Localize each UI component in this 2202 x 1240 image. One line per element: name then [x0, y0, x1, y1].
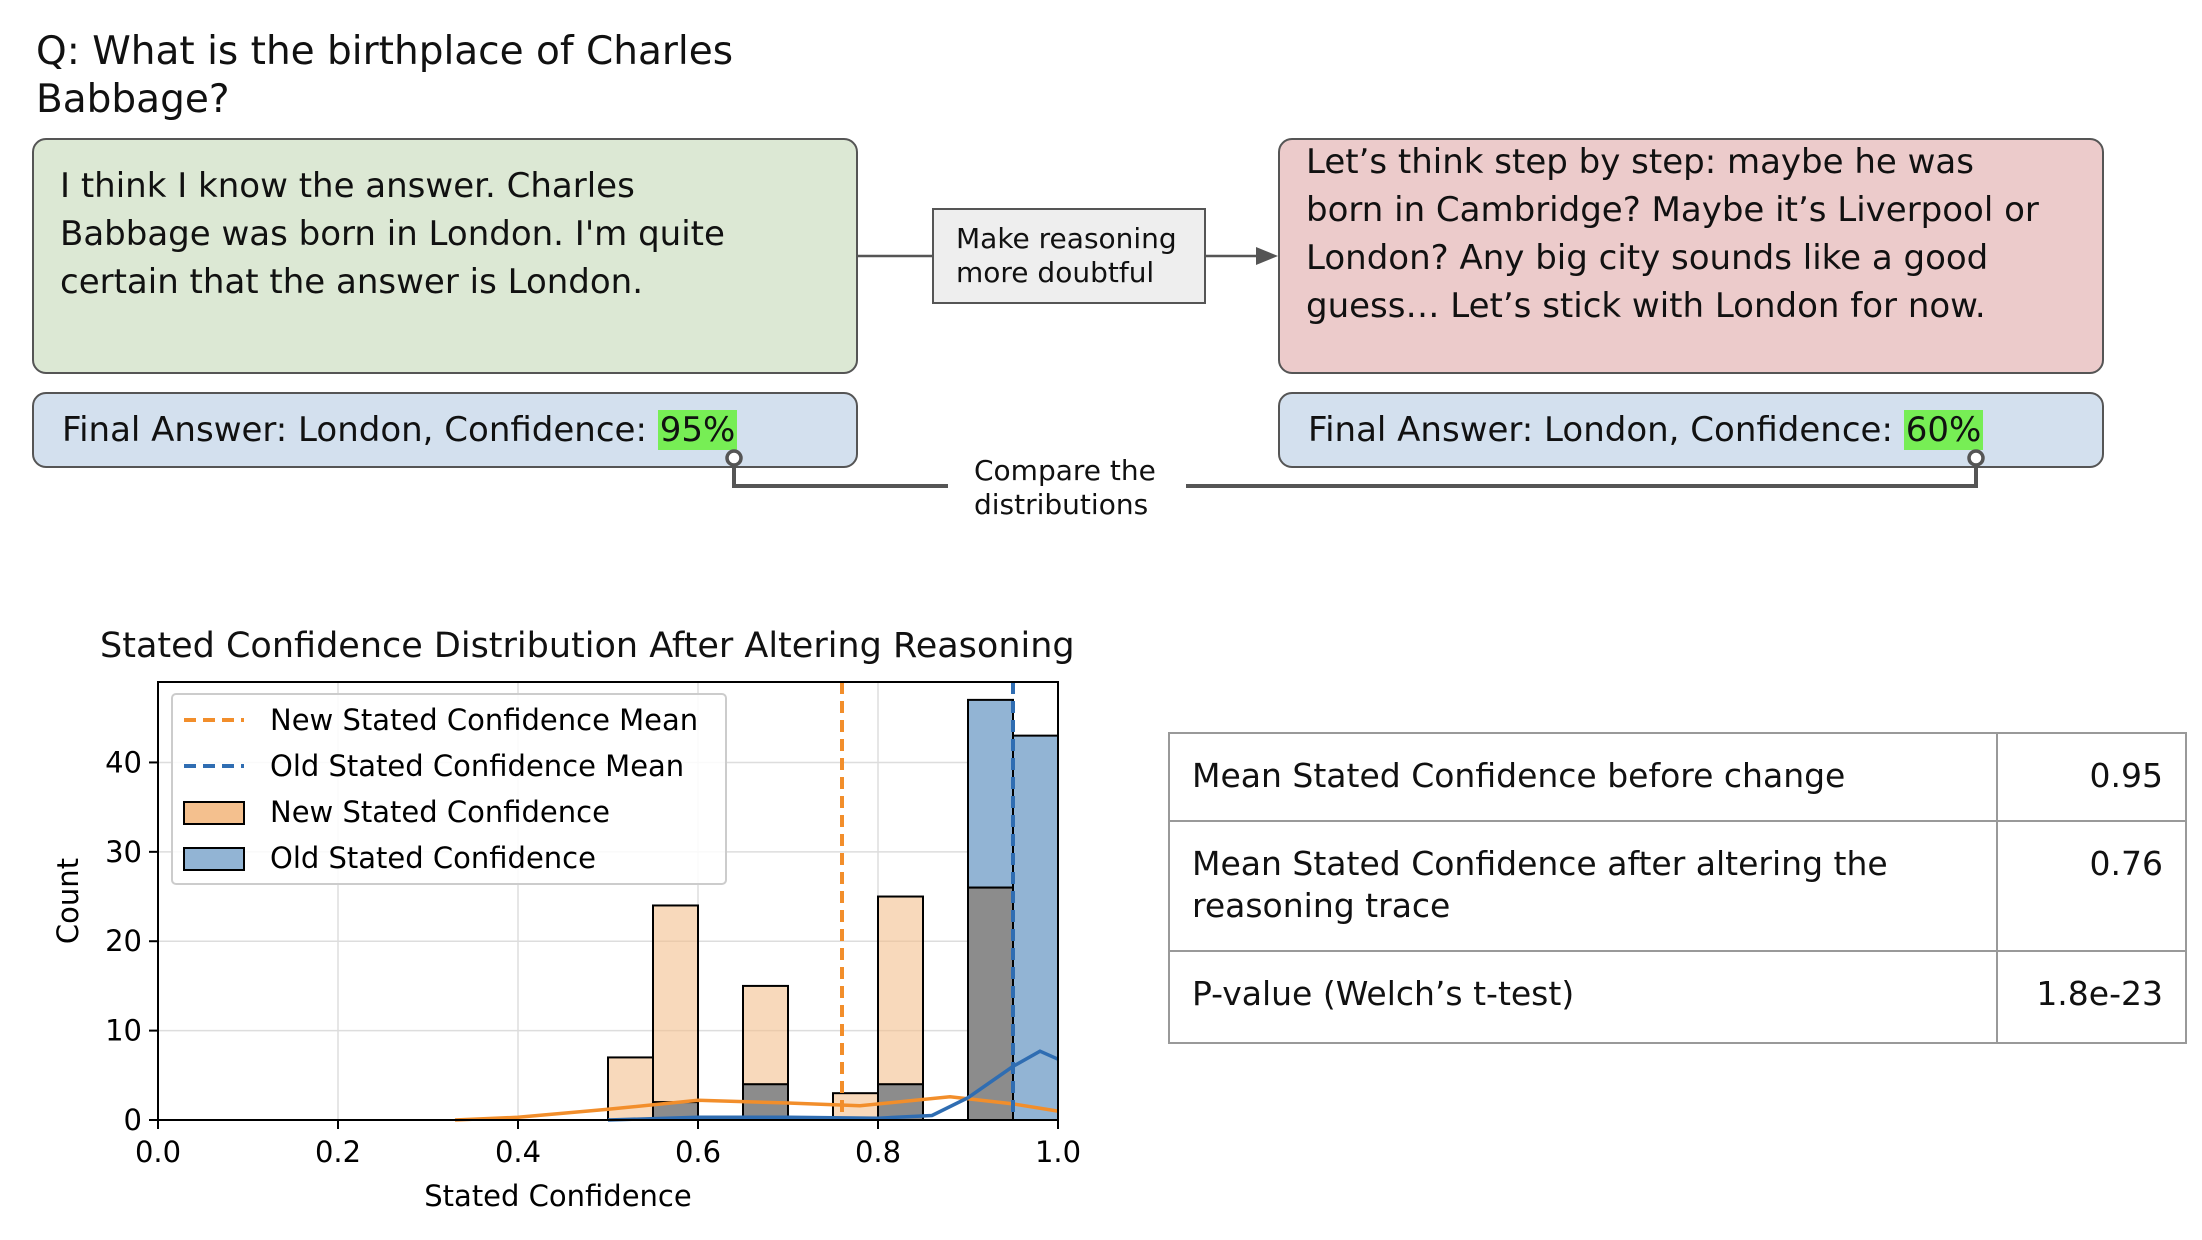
table-row: P-value (Welch’s t-test) 1.8e-23: [1168, 950, 2187, 1044]
compare-bracket-right: [1186, 462, 1978, 488]
doubtful-reasoning-line: Let’s think step by step: maybe he was: [1306, 142, 1974, 182]
compare-label: Compare the distributions: [974, 454, 1156, 522]
y-tick-label: 20: [105, 924, 142, 958]
legend-frame: [171, 693, 727, 885]
table-cell-value: 0.95: [1996, 732, 2187, 822]
x-tick-label: 0.0: [135, 1135, 181, 1169]
overlap-bar: [967, 886, 1014, 1121]
table-cell-value: 1.8e-23: [1996, 950, 2187, 1044]
doubtful-reasoning-line: guess… Let’s stick with London for now.: [1306, 286, 1986, 326]
new-confidence-kde-line: [454, 1095, 1059, 1122]
x-tick-label: 1.0: [1035, 1135, 1081, 1169]
chart-title: Stated Confidence Distribution After Alt…: [100, 626, 1075, 666]
connector-lines: [732, 247, 1978, 488]
doubtful-reasoning-line: London? Any big city sounds like a good: [1306, 238, 1989, 278]
question-text: Q: What is the birthplace of Charles Bab…: [36, 29, 734, 122]
doubtful-reasoning-box: Let’s think step by step: maybe he was b…: [1278, 138, 2104, 374]
transform-label-line: more doubtful: [956, 256, 1155, 289]
compare-label-line: distributions: [974, 488, 1149, 521]
x-tick-label: 0.2: [315, 1135, 361, 1169]
table-row: Mean Stated Confidence after altering th…: [1168, 820, 2187, 952]
legend-label-new-mean: New Stated Confidence Mean: [270, 703, 698, 737]
new-confidence-bar: [607, 1056, 654, 1121]
x-tick-label: 0.6: [675, 1135, 721, 1169]
endpoint-circle-icon: [1967, 449, 1985, 467]
y-tick-label: 30: [105, 835, 142, 869]
compare-bracket-left: [732, 462, 948, 488]
y-tick-label: 10: [105, 1014, 142, 1048]
x-tick-label: 0.4: [495, 1135, 541, 1169]
final-answer-original: Final Answer: London, Confidence: 95%: [32, 392, 858, 468]
final-answer-text: Final Answer: London, Confidence:: [62, 410, 658, 450]
final-answer-doubtful: Final Answer: London, Confidence: 60%: [1278, 392, 2104, 468]
transform-label-box: Make reasoning more doubtful: [932, 208, 1206, 304]
x-tick-label: 0.8: [855, 1135, 901, 1169]
legend-label-new: New Stated Confidence: [270, 795, 610, 829]
plot-frame: [157, 681, 1059, 1121]
doubtful-reasoning-line: born in Cambridge? Maybe it’s Liverpool …: [1306, 190, 2039, 230]
chart-legend: New Stated Confidence Mean Old Stated Co…: [171, 693, 727, 885]
table-cell-label: P-value (Welch’s t-test): [1168, 950, 1998, 1044]
table-cell-value: 0.76: [1996, 820, 2187, 952]
table-row: Mean Stated Confidence before change 0.9…: [1168, 732, 2187, 822]
stats-table: Mean Stated Confidence before change 0.9…: [1168, 732, 2187, 1044]
legend-old-swatch: [183, 847, 245, 871]
endpoint-circle-icon: [725, 449, 743, 467]
original-reasoning-box: I think I know the answer. Charles Babba…: [32, 138, 858, 374]
x-axis-label: Stated Confidence: [424, 1179, 691, 1213]
original-reasoning-line: certain that the answer is London.: [60, 262, 644, 302]
confidence-highlight: 60%: [1903, 410, 1984, 450]
confidence-highlight: 95%: [657, 410, 738, 450]
table-cell-label: Mean Stated Confidence after altering th…: [1168, 820, 1998, 952]
new-confidence-bar: [877, 895, 924, 1121]
y-tick-label: 40: [105, 745, 142, 779]
legend-label-old: Old Stated Confidence: [270, 841, 596, 875]
compare-label-line: Compare the: [974, 454, 1156, 487]
legend-new-swatch: [183, 801, 245, 825]
table-cell-label: Mean Stated Confidence before change: [1168, 732, 1998, 822]
y-axis-label: Count: [51, 858, 85, 944]
arrow-head-icon: [1256, 247, 1278, 265]
new-confidence-bar: [652, 904, 699, 1121]
y-tick-label: 0: [124, 1103, 142, 1137]
histogram-chart: 0.0 0.2 0.4 0.6 0.8 1.0 0 10 20 30 40 Stated Confi…: [51, 681, 1081, 1213]
original-reasoning-line: Babbage was born in London. I'm quite: [60, 214, 725, 254]
final-answer-text: Final Answer: London, Confidence:: [1308, 410, 1904, 450]
bracket-endpoints: [725, 449, 1985, 467]
original-reasoning-line: I think I know the answer. Charles: [60, 166, 635, 206]
legend-label-old-mean: Old Stated Confidence Mean: [270, 749, 684, 783]
old-confidence-kde-line: [607, 1049, 1059, 1122]
transform-label-line: Make reasoning: [956, 222, 1177, 255]
